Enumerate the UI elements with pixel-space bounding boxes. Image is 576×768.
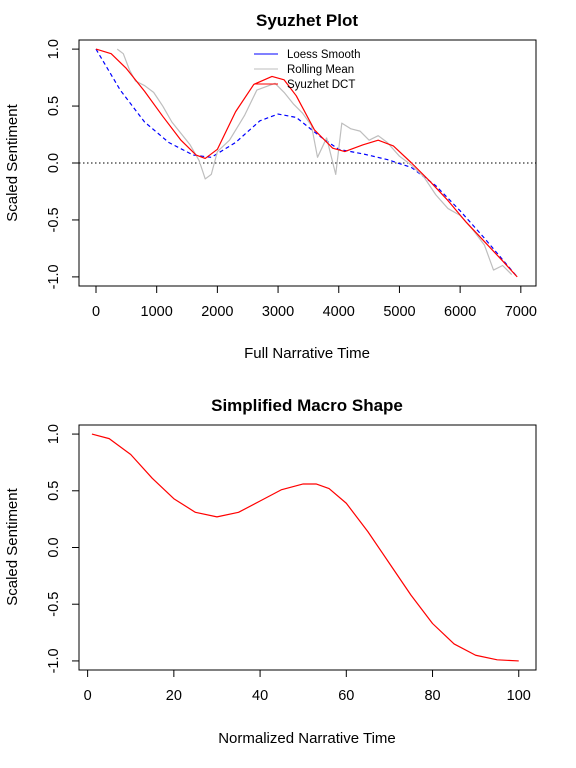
y-tick-label: -0.5 — [46, 592, 62, 617]
plot-frame — [78, 424, 537, 671]
y-tick-label: 1.0 — [46, 424, 62, 444]
chart-title: Syuzhet Plot — [256, 11, 358, 30]
y-tick-label: 0.0 — [46, 537, 62, 557]
series-line-series-0 — [91, 433, 519, 662]
x-tick-label: 4000 — [323, 304, 355, 320]
x-axis-label: Full Narrative Time — [244, 345, 370, 362]
x-tick-label: 100 — [507, 688, 531, 704]
y-axis: -1.0 -0.5 0.0 0.5 1.0 — [46, 424, 80, 673]
x-axis: 0 20 40 60 80 100 — [84, 669, 531, 704]
x-tick-label: 1000 — [141, 304, 173, 320]
x-tick-label: 6000 — [444, 304, 476, 320]
y-axis-label: Scaled Sentiment — [4, 103, 21, 221]
y-axis-label: Scaled Sentiment — [4, 487, 21, 605]
y-tick-label: -1.0 — [46, 648, 62, 673]
x-tick-label: 60 — [338, 688, 354, 704]
legend-label-loess-smooth: Loess Smooth — [287, 49, 361, 61]
series-line-loess-smooth — [95, 48, 518, 278]
y-tick-label: 0.5 — [46, 96, 62, 116]
x-tick-label: 0 — [84, 688, 92, 704]
plot-area — [79, 48, 536, 278]
y-tick-label: 1.0 — [46, 39, 62, 59]
x-tick-label: 5000 — [383, 304, 415, 320]
legend-label-rolling-mean: Rolling Mean — [287, 64, 354, 76]
x-tick-label: 0 — [92, 304, 100, 320]
x-tick-label: 7000 — [505, 304, 537, 320]
x-tick-label: 40 — [252, 688, 268, 704]
x-axis-label: Normalized Narrative Time — [218, 730, 396, 747]
y-tick-label: 0.5 — [46, 481, 62, 501]
x-tick-label: 20 — [166, 688, 182, 704]
y-tick-label: -0.5 — [46, 207, 62, 232]
y-axis: -1.0 -0.5 0.0 0.5 1.0 — [46, 39, 80, 289]
x-tick-label: 80 — [424, 688, 440, 704]
x-tick-label: 2000 — [201, 304, 233, 320]
syuzhet-plot-panel: Syuzhet Plot Scaled Sentiment Full Narra… — [4, 11, 537, 362]
chart-title: Simplified Macro Shape — [211, 396, 403, 415]
legend: Loess Smooth Rolling Mean Syuzhet DCT — [254, 49, 361, 91]
x-tick-label: 3000 — [262, 304, 294, 320]
legend-label-syuzhet-dct: Syuzhet DCT — [287, 79, 355, 91]
series-line-rolling-mean — [116, 48, 513, 276]
y-tick-label: 0.0 — [46, 153, 62, 173]
simplified-macro-shape-panel: Simplified Macro Shape Scaled Sentiment … — [4, 396, 537, 747]
y-tick-label: -1.0 — [46, 264, 62, 289]
series-line-syuzhet-dct — [95, 48, 518, 278]
plot-area — [91, 433, 519, 662]
x-axis: 0 1000 2000 3000 4000 5000 6000 7000 — [92, 285, 537, 320]
